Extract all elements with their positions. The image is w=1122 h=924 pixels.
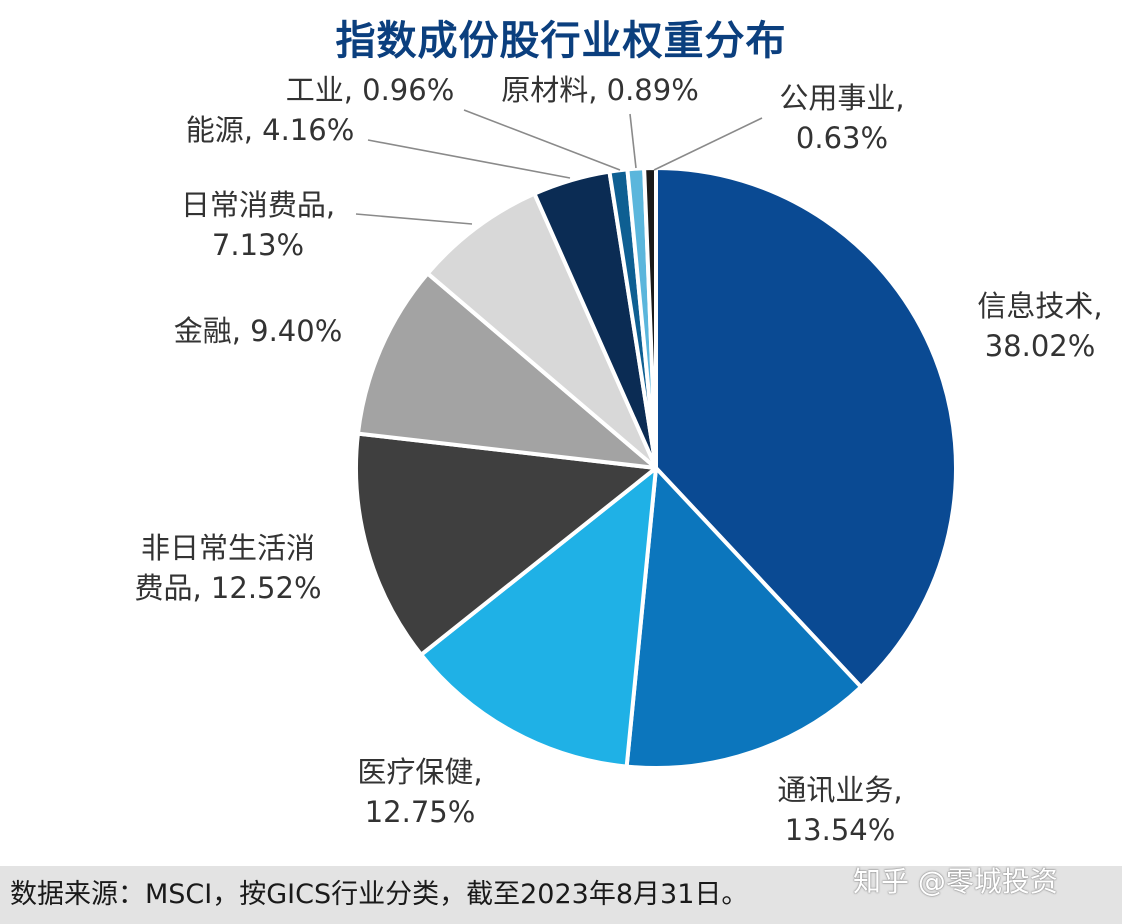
slice-label-line: 金融, 9.40%	[174, 314, 343, 348]
slice-label-line: 7.13%	[212, 228, 304, 262]
pie-slice-2	[419, 466, 658, 769]
slice-label-line: 能源, 4.16%	[186, 113, 355, 147]
leader-line-9	[653, 117, 763, 171]
pie-slices	[354, 166, 958, 770]
slice-label-0: 信息技术, 38.02%	[977, 289, 1102, 363]
slice-label-line: 12.75%	[365, 795, 476, 829]
pie-slice-5	[425, 191, 658, 470]
data-source-note: 数据来源：MSCI，按GICS行业分类，截至2023年8月31日。	[10, 879, 749, 910]
slice-label-9: 公用事业, 0.63%	[779, 81, 904, 155]
slice-label-3: 非日常生活消费品, 12.52%	[134, 531, 321, 605]
slice-label-8: 原材料, 0.89%	[501, 73, 699, 107]
chart-title: 指数成份股行业权重分布	[335, 18, 787, 64]
slice-label-line: 信息技术,	[977, 289, 1102, 323]
leader-line-8	[629, 113, 637, 169]
leader-line-7	[463, 109, 621, 171]
slice-labels: 信息技术, 38.02% 通讯业务, 13.54% 医疗保健, 12.75% 非日常生活消费…	[134, 73, 1102, 847]
slice-label-7: 工业, 0.96%	[286, 73, 455, 107]
slice-label-line: 通讯业务,	[777, 773, 902, 807]
leader-lines	[355, 109, 763, 225]
footer-bar	[0, 866, 1122, 924]
pie-slice-9	[642, 166, 658, 470]
slice-label-line: 非日常生活消	[141, 531, 315, 565]
slice-label-line: 工业, 0.96%	[286, 73, 455, 107]
pie-slice-0	[654, 166, 958, 689]
slice-label-line: 公用事业,	[779, 81, 904, 115]
slice-label-line: 日常消费品,	[181, 188, 335, 222]
slice-label-1: 通讯业务, 13.54%	[777, 773, 902, 847]
leader-line-5	[355, 213, 473, 225]
leader-line-6	[367, 139, 571, 179]
slice-label-4: 金融, 9.40%	[174, 314, 343, 348]
slice-label-line: 原材料, 0.89%	[501, 73, 699, 107]
slice-label-6: 能源, 4.16%	[186, 113, 355, 147]
pie-slice-4	[355, 271, 658, 470]
slice-label-line: 38.02%	[985, 329, 1096, 363]
watermark: 知乎 @零城投资	[853, 865, 1058, 898]
slice-label-line: 0.63%	[796, 121, 888, 155]
pie-slice-1	[624, 466, 864, 770]
pie-slice-3	[354, 431, 658, 657]
slice-label-line: 医疗保健,	[357, 755, 482, 789]
slice-label-5: 日常消费品, 7.13%	[181, 188, 335, 262]
slice-label-line: 费品, 12.52%	[134, 571, 321, 605]
slice-label-line: 13.54%	[785, 813, 896, 847]
slice-label-2: 医疗保健, 12.75%	[357, 755, 482, 829]
